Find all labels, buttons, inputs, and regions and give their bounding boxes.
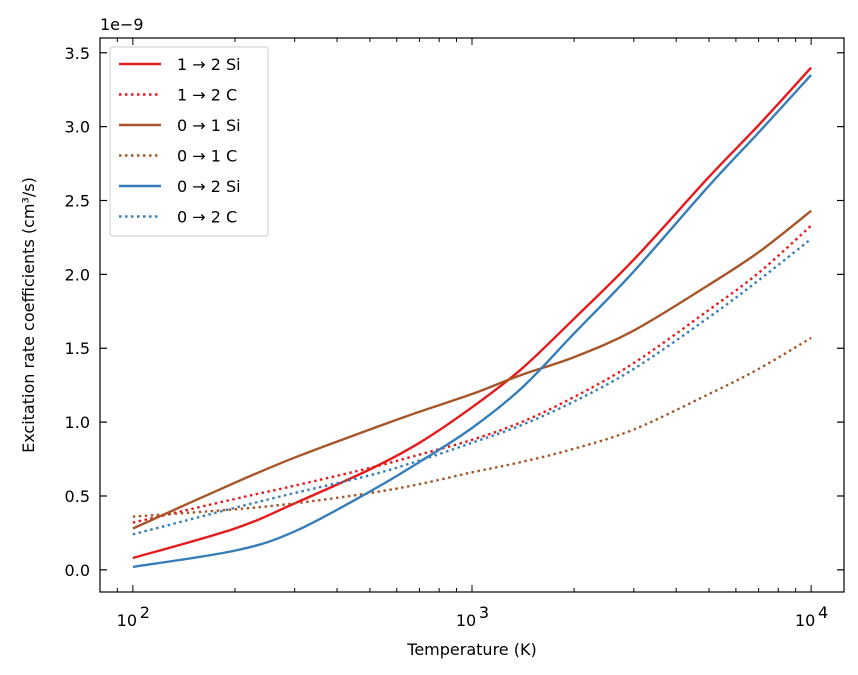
y-axis-ticks: 0.0 0.5 1.0 1.5 2.0 2.5 3.0 3.5	[65, 44, 844, 580]
legend-label: 0 → 1 C	[177, 147, 237, 166]
legend-label: 0 → 1 Si	[177, 116, 241, 135]
y-tick-label: 3.0	[65, 118, 90, 137]
y-tick-label: 1.0	[65, 413, 90, 432]
y-axis-label: Excitation rate coefficients (cm³/s)	[19, 177, 38, 453]
y-tick-label: 0.5	[65, 487, 90, 506]
y-tick-label: 0.0	[65, 561, 90, 580]
series-line-0	[132, 66, 813, 560]
x-tick-exponent: 4	[818, 603, 828, 622]
x-tick-label: 10	[117, 611, 137, 630]
x-tick-exponent: 3	[479, 603, 489, 622]
legend-label: 1 → 2 C	[177, 86, 237, 105]
series-line-2	[132, 209, 812, 530]
y-offset-label: 1e−9	[100, 15, 144, 34]
y-tick-label: 2.5	[65, 192, 90, 211]
series-layer	[132, 66, 813, 569]
legend: 1 → 2 Si 1 → 2 C 0 → 1 Si 0 → 1 C 0 → 2 Si 0 …	[109, 46, 269, 237]
x-axis-label: Temperature (K)	[406, 640, 536, 659]
legend-label: 0 → 2 Si	[177, 177, 241, 196]
x-axis-ticks: 10 2 10 3 10 4	[99, 38, 828, 630]
legend-label: 0 → 2 C	[177, 208, 237, 227]
x-tick-label: 10	[795, 611, 815, 630]
legend-label: 1 → 2 Si	[177, 55, 241, 74]
y-tick-label: 1.5	[65, 339, 90, 358]
y-tick-label: 3.5	[65, 44, 90, 63]
x-tick-exponent: 2	[140, 603, 150, 622]
y-tick-label: 2.0	[65, 265, 90, 284]
series-line-3	[132, 336, 812, 518]
series-line-4	[132, 74, 813, 569]
x-tick-label: 10	[456, 611, 476, 630]
